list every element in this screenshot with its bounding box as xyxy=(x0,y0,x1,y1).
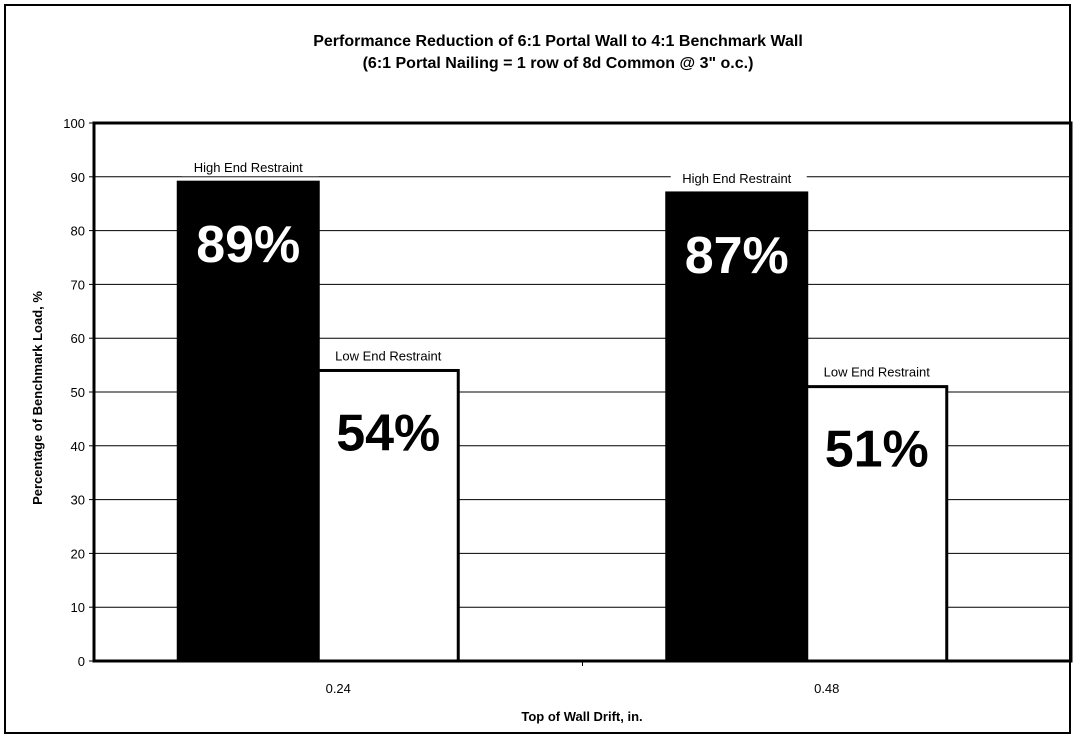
y-tick-label: 0 xyxy=(78,654,85,669)
chart-title: Performance Reduction of 6:1 Portal Wall… xyxy=(313,33,803,50)
y-tick-label: 20 xyxy=(71,546,85,561)
chart-frame: Performance Reduction of 6:1 Portal Wall… xyxy=(4,4,1073,734)
bar-series-label: Low End Restraint xyxy=(824,365,931,380)
y-tick-label: 30 xyxy=(71,493,85,508)
bar xyxy=(176,180,320,663)
bar-label-background xyxy=(810,363,947,381)
y-tick-label: 50 xyxy=(71,385,85,400)
y-tick-label: 80 xyxy=(71,224,85,239)
bar-series-label: High End Restraint xyxy=(682,171,791,186)
x-tick-label: 0.24 xyxy=(326,681,351,696)
y-tick-label: 10 xyxy=(71,600,85,615)
bar-chart: Performance Reduction of 6:1 Portal Wall… xyxy=(30,33,1073,724)
y-tick-label: 40 xyxy=(71,439,85,454)
y-tick-label: 60 xyxy=(71,331,85,346)
chart-subtitle: (6:1 Portal Nailing = 1 row of 8d Common… xyxy=(363,55,754,72)
bar-data-label: 51% xyxy=(825,421,929,479)
bar xyxy=(316,368,460,663)
bar-series-label: High End Restraint xyxy=(194,160,303,175)
bar-data-label: 89% xyxy=(196,216,300,274)
x-axis-title: Top of Wall Drift, in. xyxy=(521,709,642,724)
bar-series-label: Low End Restraint xyxy=(335,348,442,363)
bar-label-background xyxy=(322,347,459,365)
bar-label-background xyxy=(182,159,319,177)
y-tick-label: 90 xyxy=(71,170,85,185)
bar-label-background xyxy=(670,169,807,187)
x-tick-label: 0.48 xyxy=(814,681,839,696)
y-tick-label: 100 xyxy=(63,116,85,131)
bar-data-label: 54% xyxy=(336,404,440,462)
bar xyxy=(805,385,949,663)
y-axis-title: Percentage of Benchmark Load, % xyxy=(30,291,45,505)
y-tick-label: 70 xyxy=(71,277,85,292)
bar-data-label: 87% xyxy=(685,227,789,285)
